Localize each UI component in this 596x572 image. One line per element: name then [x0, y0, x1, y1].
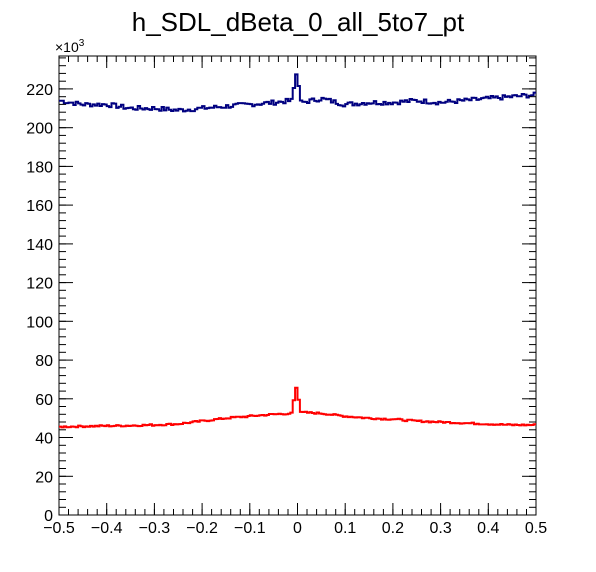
series-line-1	[59, 73, 536, 113]
y-tick-label: 60	[35, 392, 53, 409]
y-tick-label: 20	[35, 469, 53, 486]
y-tick-label: 140	[26, 237, 53, 254]
x-tick-label: 0.5	[525, 520, 547, 537]
x-tick-label: 0.2	[382, 520, 404, 537]
x-tick-label: −0.5	[43, 520, 75, 537]
y-tick-label: 200	[26, 121, 53, 138]
plot-area: −0.5 −0.4 −0.3 −0.2 −0.1 0 0.1 0.2 0.3 0.4 0.5 0 20 4…	[26, 55, 547, 537]
x-tick-label: 0.4	[477, 520, 499, 537]
x-tick-label: −0.1	[234, 520, 266, 537]
y-tick-label: 40	[35, 431, 53, 448]
x-tick-label: 0	[293, 520, 302, 537]
y-tick-label: 80	[35, 353, 53, 370]
series-line-2	[59, 386, 536, 429]
y-axis-multiplier: ×103	[55, 38, 85, 55]
y-tick-label: 120	[26, 276, 53, 293]
x-tick-label: 0.3	[429, 520, 451, 537]
x-tick-label: 0.1	[334, 520, 356, 537]
x-tick-label: −0.2	[186, 520, 218, 537]
y-axis-multiplier-exponent: 3	[79, 38, 85, 49]
x-tick-label: −0.4	[91, 520, 123, 537]
x-tick-label: −0.3	[139, 520, 171, 537]
y-tick-label: 220	[26, 82, 53, 99]
y-tick-label: 0	[44, 508, 53, 525]
y-tick-label: 100	[26, 314, 53, 331]
y-tick-label: 160	[26, 198, 53, 215]
y-axis-multiplier-base: ×10	[55, 39, 79, 55]
chart-title: h_SDL_dBeta_0_all_5to7_pt	[132, 7, 465, 37]
plot-frame	[58, 55, 537, 516]
y-tick-label: 180	[26, 159, 53, 176]
